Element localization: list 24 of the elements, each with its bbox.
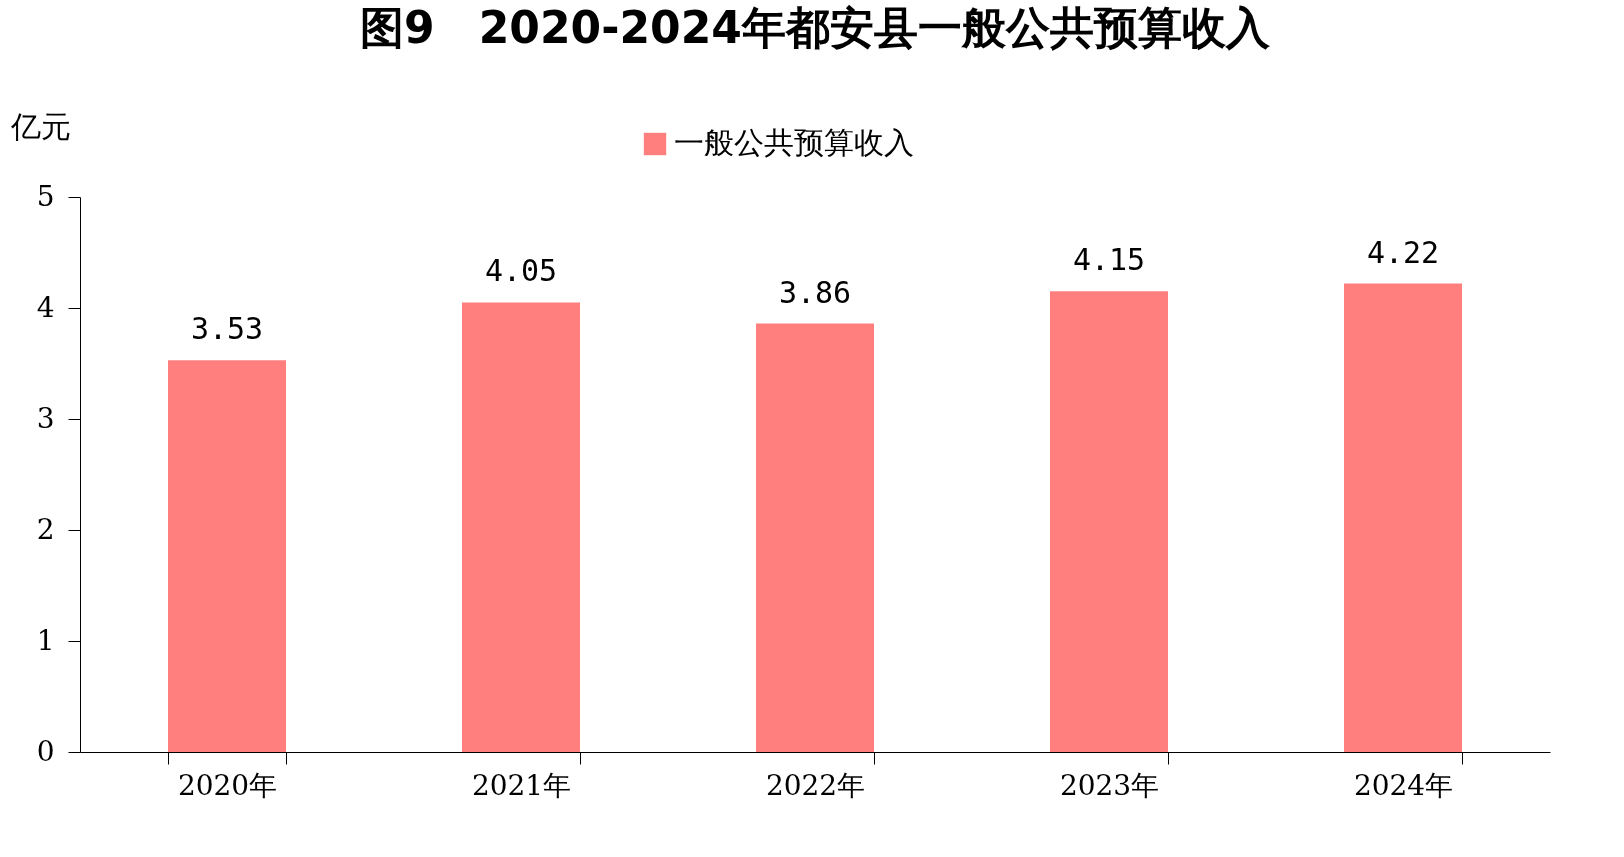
- data-label: 4.05: [484, 253, 558, 289]
- y-tick-label: 3: [36, 401, 55, 435]
- y-tick-label: 0: [36, 734, 55, 768]
- data-label: 4.22: [1366, 234, 1440, 270]
- bar: [168, 360, 286, 752]
- x-tick-label: 2023年: [1059, 768, 1160, 802]
- y-tick-label: 1: [36, 623, 55, 657]
- data-label: 3.86: [778, 274, 852, 310]
- x-tick-label: 2024年: [1353, 768, 1454, 802]
- x-tick-label: 2021年: [471, 768, 572, 802]
- data-label: 4.15: [1072, 242, 1146, 278]
- chart-title: 图9 2020-2024年都安县一般公共预算收入: [360, 2, 1271, 53]
- x-tick-label: 2020年: [177, 768, 278, 802]
- y-axis-title: 亿元: [9, 108, 71, 144]
- bar: [756, 323, 874, 752]
- y-tick-label: 5: [36, 179, 55, 213]
- bar: [462, 302, 580, 752]
- legend-label: 一般公共预算收入: [674, 125, 914, 160]
- y-tick-label: 4: [36, 290, 55, 324]
- y-tick-label: 2: [36, 512, 55, 546]
- x-tick-label: 2022年: [765, 768, 866, 802]
- data-label: 3.53: [190, 311, 264, 347]
- bar: [1050, 291, 1168, 752]
- bar: [1344, 283, 1462, 752]
